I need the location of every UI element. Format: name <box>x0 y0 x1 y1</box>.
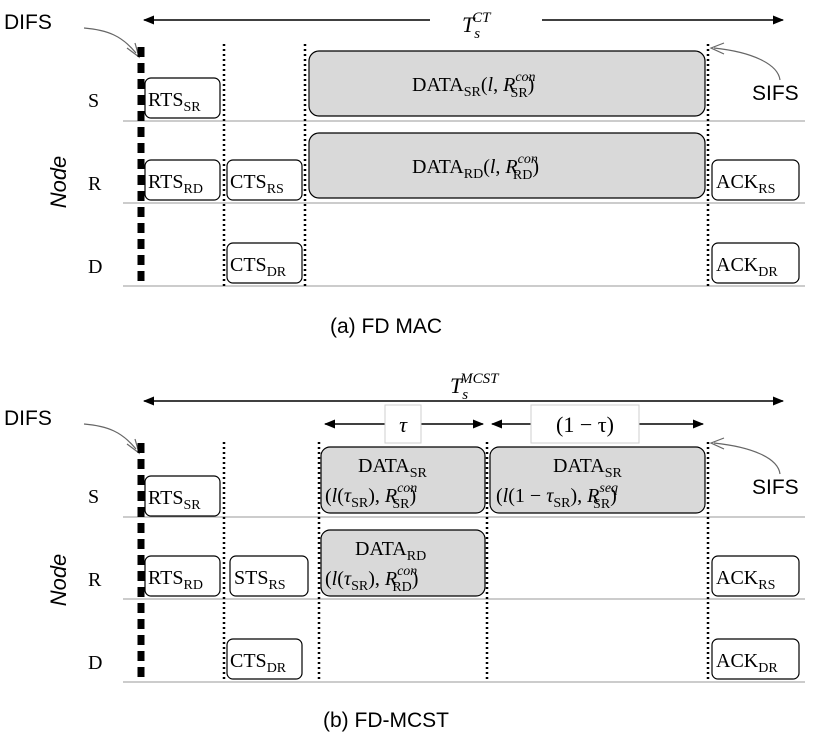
svg-text:DATARD: DATARD <box>355 538 426 564</box>
packet-data-sr-con: DATASR (l(τSR), Rcon SR) <box>320 446 486 514</box>
sifs-label: SIFS <box>752 82 799 105</box>
difs-label-b: DIFS <box>4 407 52 430</box>
row-label-s-b: S <box>88 486 99 508</box>
packet-data-rd-b: DATARD (l(τSR), Rcon RD) <box>320 529 486 597</box>
row-label-s: S <box>88 90 99 112</box>
row-label-d-b: D <box>88 652 102 674</box>
period-label: TsCT <box>462 10 492 42</box>
svg-text:RTSRD: RTSRD <box>148 171 203 197</box>
panel-b: TsMCST τ (1 − τ) DIFS SIFS S R D Node RT… <box>4 366 805 732</box>
svg-text:STSRS: STSRS <box>234 567 286 593</box>
packet-rts-sr: RTSSR <box>144 77 221 119</box>
difs-pointer <box>83 27 137 54</box>
sifs-pointer-b <box>713 442 781 475</box>
svg-text:CTSRS: CTSRS <box>230 171 284 197</box>
packet-ack-dr: ACKDR <box>711 242 800 284</box>
svg-text:DATASR: DATASR <box>553 455 623 481</box>
svg-text:RTSSR: RTSSR <box>148 89 201 115</box>
difs-pointer-b <box>83 423 137 450</box>
caption-b: (b) FD-MCST <box>323 709 449 732</box>
packet-ack-rs-b: ACKRS <box>711 555 800 597</box>
period-label-bg <box>430 4 542 38</box>
sifs-pointer <box>713 47 781 81</box>
packet-rts-rd: RTSRD <box>144 159 221 201</box>
row-label-d: D <box>88 256 102 278</box>
packet-sts-rs: STSRS <box>229 555 309 597</box>
node-axis-label-b: Node <box>46 554 71 607</box>
period-label-b: TsMCST <box>450 371 500 403</box>
svg-text:DATASR: DATASR <box>358 455 428 481</box>
packet-cts-rs: CTSRS <box>226 159 303 201</box>
packet-data-rd: DATARD(l, Rcon RD) <box>308 132 706 199</box>
row-label-r: R <box>88 173 102 195</box>
packet-ack-rs: ACKRS <box>711 159 800 201</box>
packet-cts-dr-b: CTSDR <box>226 638 303 680</box>
sifs-pointer-head <box>709 42 725 55</box>
svg-text:CTSDR: CTSDR <box>230 254 287 280</box>
svg-text:RTSSR: RTSSR <box>148 487 201 513</box>
tau-label-bg <box>384 404 422 444</box>
one-minus-tau-label-bg <box>530 404 640 444</box>
svg-text:ACKDR: ACKDR <box>716 650 778 676</box>
row-label-r-b: R <box>88 569 102 591</box>
svg-text:ACKRS: ACKRS <box>716 171 775 197</box>
packet-ack-dr-b: ACKDR <box>711 638 800 680</box>
svg-text:ACKRS: ACKRS <box>716 567 775 593</box>
caption-a: (a) FD MAC <box>330 315 442 338</box>
period-label-bg-b <box>420 366 556 400</box>
sifs-label-b: SIFS <box>752 476 799 499</box>
packet-data-sr-seq: DATASR (l(1 − τSR), Rseq SR) <box>489 446 706 514</box>
svg-text:CTSDR: CTSDR <box>230 650 287 676</box>
packet-cts-dr: CTSDR <box>226 242 303 284</box>
packet-rts-sr-b: RTSSR <box>144 475 221 517</box>
svg-text:ACKDR: ACKDR <box>716 254 778 280</box>
one-minus-tau-label: (1 − τ) <box>556 412 614 437</box>
difs-label: DIFS <box>4 11 52 34</box>
panel-a: TsCT DIFS SIFS S R D Node RTSSR DATASR(l… <box>4 4 805 338</box>
svg-text:RTSRD: RTSRD <box>148 567 203 593</box>
packet-rts-rd-b: RTSRD <box>144 555 221 597</box>
node-axis-label: Node <box>46 156 71 209</box>
tau-label: τ <box>399 412 408 437</box>
sifs-pointer-head-b <box>709 437 725 450</box>
packet-data-sr: DATASR(l, Rcon SR) <box>308 50 706 117</box>
